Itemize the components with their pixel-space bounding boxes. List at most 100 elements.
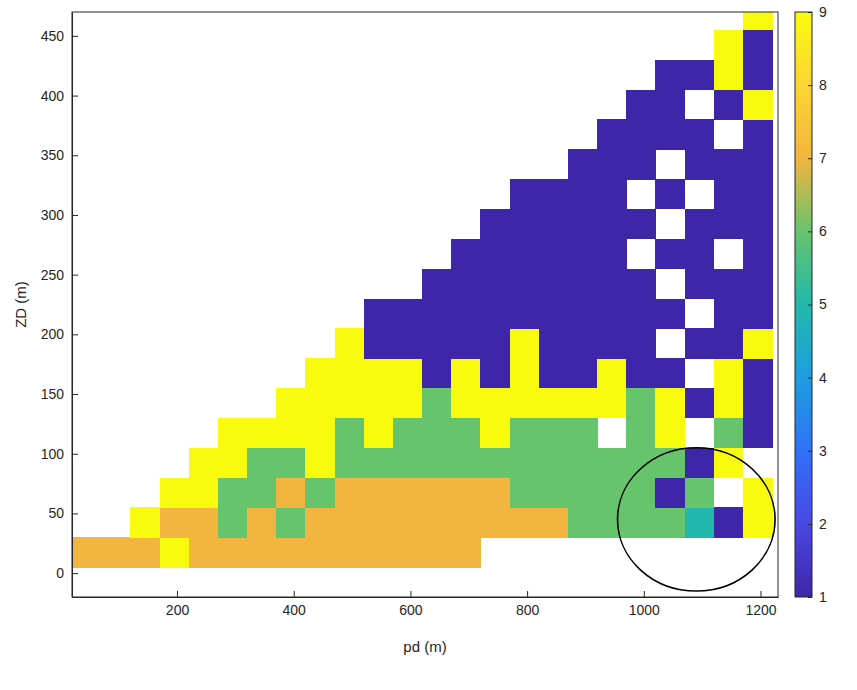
heatmap-cell [568,179,598,209]
heatmap-cell [510,448,540,478]
heatmap-cell [393,448,423,478]
heatmap-cell [714,299,744,329]
heatmap-cell [743,239,773,269]
tick-label: 4 [819,370,827,386]
heatmap-cell [276,478,306,508]
heatmap-cell [685,60,715,90]
tick-mark [72,215,78,216]
heatmap-cell [714,448,744,478]
axis: 123456789 [808,4,827,605]
heatmap-cell [510,179,540,209]
heatmap-cell [393,418,423,448]
tick-mark [72,36,78,37]
heatmap-cell [597,269,627,299]
heatmap-cell [305,537,335,567]
tick: 50 [48,505,78,521]
heatmap-cell [160,478,190,508]
heatmap-cell [743,209,773,239]
heatmap-cell [655,507,685,537]
heatmap-cell [364,358,394,388]
heatmap-cell [714,418,744,448]
heatmap-cell [276,537,306,567]
heatmap-cell [393,478,423,508]
tick-label: 5 [819,296,827,312]
heatmap-cell [568,448,598,478]
heatmap-cell [714,90,744,120]
heatmap-cell [655,179,685,209]
heatmap-cell [539,269,569,299]
tick: 1 [808,589,827,605]
heatmap-cell [655,388,685,418]
heatmap-cell [597,478,627,508]
tick: 400 [41,88,78,104]
heatmap-cell [422,299,452,329]
heatmap-cell [422,448,452,478]
tick-label: 600 [399,602,423,618]
heatmap-cell [305,507,335,537]
heatmap-cell [480,209,510,239]
tick: 1200 [745,591,776,618]
heatmap-cell [335,388,365,418]
heatmap-cell [422,507,452,537]
heatmap-cell [685,388,715,418]
heatmap-cell [364,328,394,358]
heatmap-cell [568,478,598,508]
heatmap-cell [655,90,685,120]
heatmap-cell [539,448,569,478]
heatmap-cell [626,269,656,299]
heatmap-cell [276,418,306,448]
heatmap-cell [276,388,306,418]
heatmap-cell [655,60,685,90]
heatmap-cell [685,209,715,239]
heatmap-cell [539,418,569,448]
heatmap-cell [626,388,656,418]
tick: 800 [516,591,540,618]
tick-label: 100 [41,446,65,462]
heatmap-cell [714,388,744,418]
heatmap-cell [247,537,277,567]
heatmap-cell [160,537,190,567]
heatmap-cell [685,149,715,179]
heatmap-cell [743,507,773,537]
heatmap-cell [685,478,715,508]
tick-label: 3 [819,443,827,459]
tick-label: 200 [166,602,190,618]
heatmap-cell [393,358,423,388]
heatmap-cell [510,507,540,537]
heatmap-cell [305,418,335,448]
tick-label: 450 [41,28,65,44]
tick-label: 1200 [745,602,776,618]
heatmap-cell [597,388,627,418]
tick: 5 [808,296,827,312]
heatmap-cell [539,388,569,418]
heatmap-cell [743,60,773,90]
heatmap-cell [72,537,102,567]
heatmap-cell [539,358,569,388]
heatmap-cell [247,418,277,448]
heatmap-cell [743,328,773,358]
heatmap-cell [685,119,715,149]
heatmap-cell [685,448,715,478]
heatmap-cell [510,358,540,388]
tick-label: 7 [819,150,827,166]
tick-mark [808,12,812,13]
heatmap-cell [480,448,510,478]
heatmap-cell [597,299,627,329]
axis: 050100150200250300350400450 [41,13,78,598]
heatmap-cell [539,179,569,209]
tick-mark [808,524,812,525]
tick-label: 6 [819,223,827,239]
heatmap-cell [743,478,773,508]
heatmap-cell [714,507,744,537]
heatmap-cell [597,448,627,478]
heatmap-cell [364,448,394,478]
tick-mark [72,334,78,335]
tick-mark [808,85,812,86]
tick-mark [808,451,812,452]
heatmap-cell [743,12,773,30]
heatmap-cell [160,507,190,537]
tick: 0 [56,565,78,581]
y-axis-title: ZD (m) [12,281,29,328]
heatmap-cell [393,299,423,329]
tick: 200 [41,326,78,342]
